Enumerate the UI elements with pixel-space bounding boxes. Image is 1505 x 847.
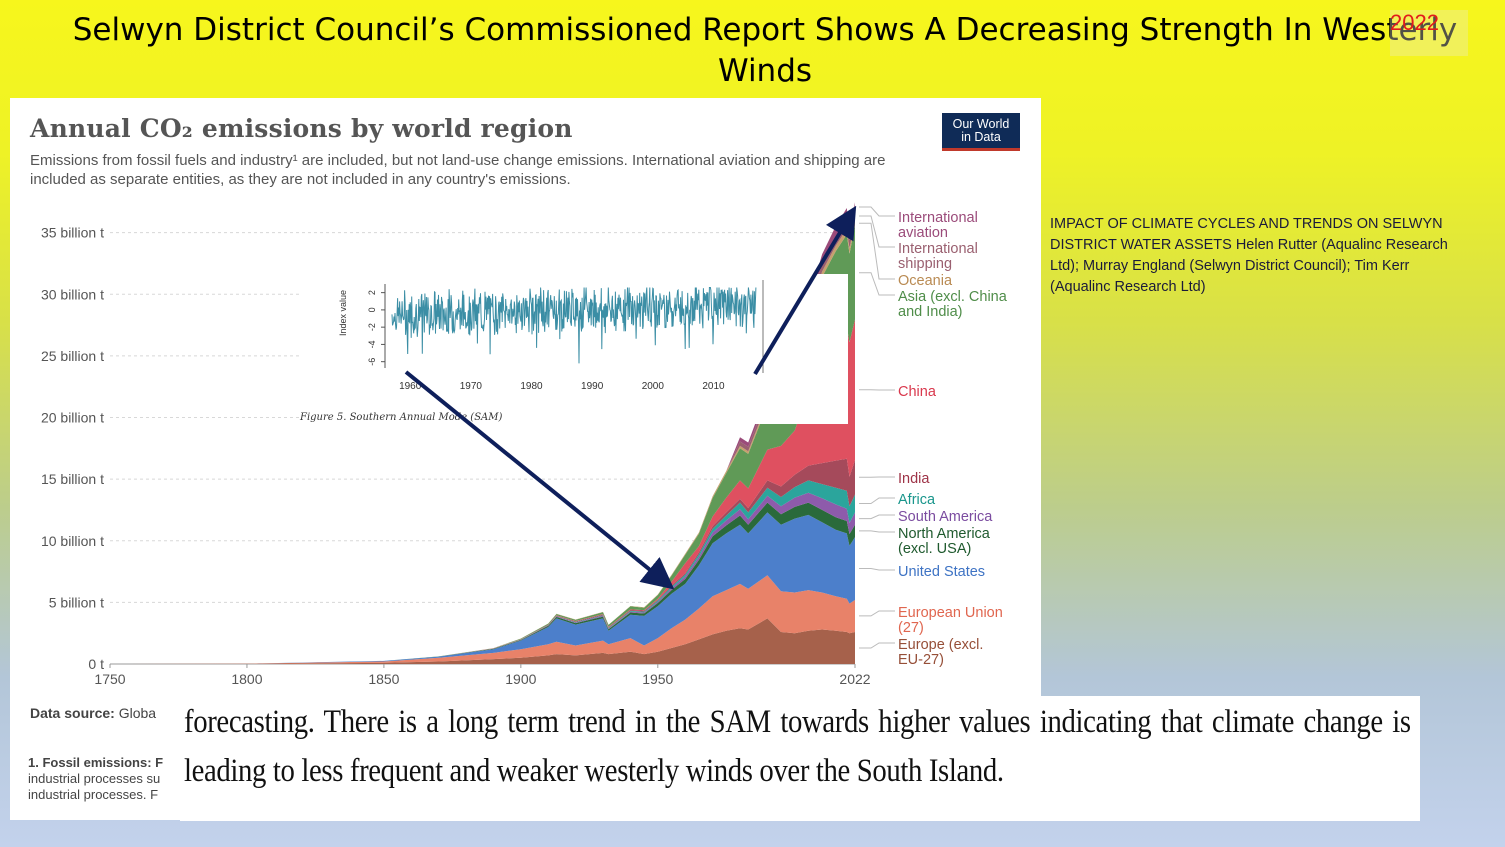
legend-leader-line xyxy=(859,530,895,533)
data-source-label: Data source: xyxy=(30,705,115,721)
inset-sam-line xyxy=(391,287,757,364)
area-series-north-america-excl-usa- xyxy=(110,502,855,664)
emissions-chart: 0 t5 billion t10 billion t15 billion t20… xyxy=(41,202,1008,687)
footnote-line3: industrial processes. F xyxy=(28,787,159,802)
area-series-africa xyxy=(110,480,855,664)
x-tick-label: 1800 xyxy=(231,671,262,687)
area-series-united-states xyxy=(110,512,855,664)
x-tick-label: 1850 xyxy=(368,671,399,687)
inset-x-tick-label: 2000 xyxy=(642,381,665,392)
legend-label: Asia (excl. China xyxy=(898,289,1008,305)
arrow-to-1955 xyxy=(404,370,675,590)
legend-label: Africa xyxy=(898,492,936,508)
legend-leader-line xyxy=(859,272,895,296)
inset-x-tick-label: 1990 xyxy=(581,381,604,392)
inset-x-tick-label: 1960 xyxy=(399,381,422,392)
side-reference: IMPACT OF CLIMATE CYCLES AND TRENDS ON S… xyxy=(1050,216,1448,295)
year-badge: 2022 xyxy=(1390,10,1468,56)
y-tick-label: 0 t xyxy=(88,656,104,672)
quote-box: forecasting. There is a long term trend … xyxy=(180,696,1420,821)
legend-label: China xyxy=(898,384,937,400)
y-tick-label: 20 billion t xyxy=(41,410,104,426)
legend-leader-line xyxy=(859,610,895,617)
inset-background-right xyxy=(786,274,848,424)
legend-label: shipping xyxy=(898,256,952,272)
legend-label: European Union xyxy=(898,605,1003,621)
legend-label: Oceania xyxy=(898,273,953,289)
owid-logo-line2: in Data xyxy=(961,130,1001,144)
inset-y-tick-label: 0 xyxy=(367,307,377,312)
chart-subtitle: Emissions from fossil fuels and industry… xyxy=(30,152,886,188)
legend-leader-line xyxy=(859,642,895,649)
legend-label: aviation xyxy=(898,225,948,241)
footnote-line2: industrial processes su xyxy=(28,771,161,786)
legend-label: United States xyxy=(898,564,985,580)
legend-leader-line xyxy=(859,514,895,520)
legend-label: (27) xyxy=(898,620,924,636)
x-tick-label: 1750 xyxy=(94,671,125,687)
legend-label: and India) xyxy=(898,304,963,320)
inset-caption: Figure 5. Southern Annual Mode (SAM) xyxy=(299,412,503,423)
slide-title-line1: Selwyn District Council’s Commissioned R… xyxy=(72,12,1458,89)
area-series-europe-excl-eu-27- xyxy=(110,618,855,664)
x-tick-label: 1900 xyxy=(505,671,536,687)
data-source: Data source: Globa xyxy=(30,705,156,721)
inset-x-tick-label: 1970 xyxy=(460,381,483,392)
y-tick-label: 35 billion t xyxy=(41,225,104,241)
inset-y-tick-label: -6 xyxy=(367,358,377,366)
footnote-line1: 1. Fossil emissions: F xyxy=(28,755,164,770)
legend-label: EU-27) xyxy=(898,652,944,668)
x-tick-label: 1950 xyxy=(642,671,673,687)
owid-logo-line1: Our World xyxy=(952,117,1010,131)
legend-label: North America xyxy=(898,526,991,542)
y-tick-label: 10 billion t xyxy=(41,533,104,549)
legend-leader-line xyxy=(859,222,895,280)
y-tick-label: 30 billion t xyxy=(41,286,104,302)
legend-label: South America xyxy=(898,509,993,525)
legend-leader-line xyxy=(859,568,895,571)
data-source-value: Globa xyxy=(118,705,157,721)
inset-y-tick-label: -4 xyxy=(367,340,377,348)
slide-title: Selwyn District Council’s Commissioned R… xyxy=(40,10,1490,133)
inset-y-tick-label: -2 xyxy=(367,323,377,331)
legend-label: Europe (excl. xyxy=(898,637,983,653)
y-tick-label: 5 billion t xyxy=(49,594,104,610)
inset-x-tick-label: 2010 xyxy=(702,381,725,392)
footnote: 1. Fossil emissions: F industrial proces… xyxy=(28,755,198,803)
area-series-european-union-27- xyxy=(110,575,855,664)
legend-label: International xyxy=(898,241,978,257)
arrow-to-2022 xyxy=(753,205,857,376)
x-tick-label: 2022 xyxy=(839,671,870,687)
inset-y-tick-label: 2 xyxy=(367,290,377,295)
y-tick-label: 15 billion t xyxy=(41,471,104,487)
quote-text: forecasting. There is a long term trend … xyxy=(184,704,1411,789)
legend-label: India xyxy=(898,471,930,487)
legend-label: (excl. USA) xyxy=(898,541,971,557)
area-series-south-america xyxy=(110,492,855,664)
legend-leader-line xyxy=(859,215,895,248)
owid-logo: Our World in Data xyxy=(942,113,1020,151)
legend-label: International xyxy=(898,210,978,226)
y-tick-label: 25 billion t xyxy=(41,348,104,364)
legend-leader-line xyxy=(859,206,895,217)
legend-leader-line xyxy=(859,497,895,504)
inset-x-tick-label: 1980 xyxy=(520,381,543,392)
inset-y-axis-label: Index value xyxy=(338,290,348,336)
chart-title: Annual CO₂ emissions by world region xyxy=(30,114,573,143)
